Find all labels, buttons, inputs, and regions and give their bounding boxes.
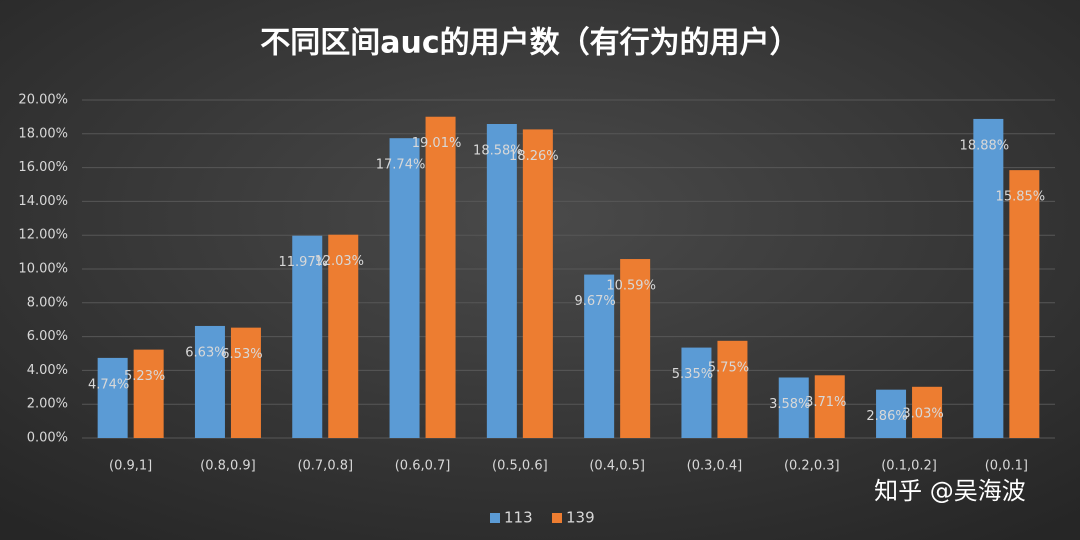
bar — [717, 340, 748, 438]
x-tick-label: (0.2,0.3] — [784, 459, 840, 474]
data-label: 9.67% — [574, 294, 615, 309]
y-tick-label: 0.00% — [27, 431, 68, 446]
bar — [486, 123, 517, 439]
bar — [1009, 170, 1040, 438]
data-label: 5.35% — [672, 367, 713, 382]
x-tick-label: (0.5,0.6] — [492, 459, 548, 474]
bar — [522, 129, 553, 438]
x-tick-label: (0.8,0.9] — [200, 459, 256, 474]
bar — [389, 138, 420, 438]
x-tick-label: (0.4,0.5] — [589, 459, 645, 474]
data-label: 3.58% — [769, 397, 810, 412]
x-tick-label: (0.6,0.7] — [395, 459, 451, 474]
data-label: 19.01% — [412, 136, 462, 151]
data-label: 4.74% — [88, 377, 129, 392]
data-label: 18.26% — [509, 149, 559, 164]
data-label: 18.88% — [960, 138, 1010, 153]
data-label: 5.23% — [124, 369, 165, 384]
y-tick-label: 8.00% — [27, 295, 68, 310]
bar — [876, 389, 907, 438]
bar — [292, 235, 323, 438]
x-tick-label: (0.3,0.4] — [687, 459, 743, 474]
data-label: 6.53% — [221, 347, 262, 362]
x-tick-label: (0.9,1] — [109, 459, 152, 474]
bar — [973, 118, 1004, 438]
data-label: 12.03% — [314, 254, 364, 269]
data-label: 6.63% — [185, 345, 226, 360]
y-tick-label: 16.00% — [18, 160, 68, 175]
x-tick-label: (0,0.1] — [985, 459, 1028, 474]
bar — [328, 234, 359, 438]
bar — [425, 116, 456, 438]
bar — [912, 386, 943, 438]
y-tick-label: 12.00% — [18, 228, 68, 243]
bar — [584, 274, 615, 438]
data-label: 2.86% — [866, 409, 907, 424]
y-tick-label: 14.00% — [18, 194, 68, 209]
y-tick-label: 20.00% — [18, 93, 68, 108]
y-tick-label: 18.00% — [18, 126, 68, 141]
bar — [681, 347, 712, 438]
x-tick-label: (0.7,0.8] — [297, 459, 353, 474]
y-tick-label: 2.00% — [27, 397, 68, 412]
legend-label: 139 — [566, 509, 595, 527]
bar — [620, 259, 651, 438]
y-tick-label: 6.00% — [27, 329, 68, 344]
bar — [97, 357, 128, 438]
data-label: 5.75% — [708, 360, 749, 375]
y-tick-label: 4.00% — [27, 363, 68, 378]
data-label: 3.71% — [805, 395, 846, 410]
data-label: 18.58% — [473, 143, 523, 158]
bar — [230, 327, 261, 438]
x-tick-label: (0.1,0.2] — [881, 459, 937, 474]
bar — [194, 325, 225, 438]
data-label: 17.74% — [376, 158, 426, 173]
watermark: 知乎 @吴海波 — [874, 477, 1026, 505]
data-label: 3.03% — [902, 406, 943, 421]
bar — [814, 375, 845, 438]
legend-label: 113 — [504, 509, 533, 527]
legend-swatch — [552, 513, 562, 523]
data-label: 15.85% — [996, 190, 1046, 205]
data-label: 11.97% — [278, 255, 328, 270]
legend-swatch — [490, 513, 500, 523]
bar — [778, 377, 809, 438]
chart-title: 不同区间auc的用户数（有行为的用户） — [260, 26, 799, 61]
data-label: 10.59% — [606, 279, 656, 294]
bar — [133, 349, 164, 438]
y-tick-label: 10.00% — [18, 262, 68, 277]
